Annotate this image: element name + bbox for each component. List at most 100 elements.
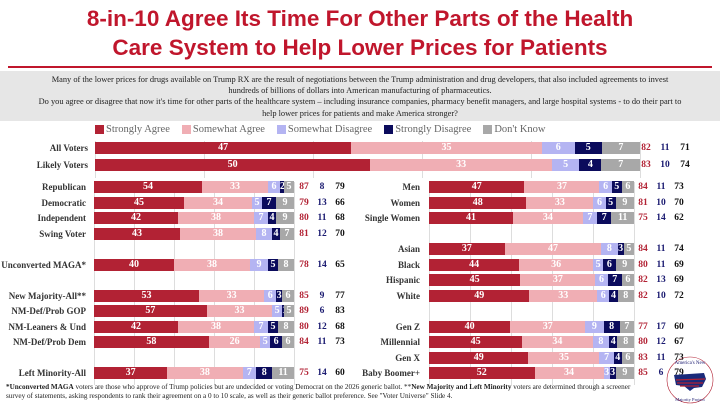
bar-segment-somewhat-agree: 33 (202, 181, 268, 193)
net-value: 80 (299, 213, 309, 223)
chart-row: Men 47 37 6 5 6 84 11 73 (0, 181, 720, 193)
legend-item: Don't Know (483, 124, 546, 135)
row-label: Hispanic (385, 275, 420, 285)
net-value: 85 (299, 290, 309, 301)
slide-title: 8-in-10 Agree Its Time For Other Parts o… (0, 4, 720, 62)
legend-swatch (181, 125, 191, 134)
net-value: 82 (638, 290, 648, 301)
bar-segment-somewhat-agree: 38 (174, 258, 250, 271)
gridline (294, 182, 295, 385)
legend-item: Somewhat Agree (181, 124, 265, 135)
net-value: 68 (335, 213, 345, 223)
bar-segment-don-t-know: 7 (601, 142, 640, 154)
net-value: 82 (638, 275, 648, 285)
title-line-2: Care System to Help Lower Prices for Pat… (112, 35, 608, 60)
bar-segment-don-t-know: 8 (617, 289, 634, 302)
chart-row: Single Women 41 34 7 7 11 75 14 62 (0, 212, 720, 224)
stacked-bar: 37 38 7 8 11 (94, 367, 294, 379)
net-value: 84 (299, 337, 309, 347)
net-value: 68 (335, 321, 345, 332)
bar-segment-strongly-agree: 42 (94, 212, 178, 224)
bar-segment-somewhat-disagree: 7 (254, 320, 268, 333)
chart-row: White 49 33 6 4 8 82 10 72 (0, 289, 720, 302)
chart-row: NM-Def/Prob Dem 58 26 5 6 6 84 11 73 (0, 336, 720, 348)
title-line-1: 8-in-10 Agree Its Time For Other Parts o… (86, 6, 634, 31)
net-value: 73 (674, 352, 684, 363)
net-value: 10 (656, 290, 666, 301)
stacked-bar: 49 33 6 4 8 (429, 289, 634, 302)
row-label: Republican (41, 182, 86, 192)
bar-segment-don-t-know: 7 (280, 227, 294, 240)
bar-segment-somewhat-disagree: 6 (541, 142, 575, 154)
row-label: NM-Leaners & Und (8, 321, 87, 332)
chart-row: Democratic 45 34 5 7 9 79 13 66 (0, 196, 720, 209)
net-value: 6 (319, 306, 325, 316)
footnote-term: New Majority and Left Minority (411, 383, 512, 391)
stacked-bar: 45 34 8 4 8 (429, 336, 634, 348)
bar-segment-somewhat-disagree: 8 (256, 227, 272, 240)
chart-row: NM-Leaners & Und 42 38 7 5 8 80 12 68 (0, 320, 720, 333)
net-value: 12 (656, 337, 666, 347)
bar-segment-strongly-agree: 50 (95, 159, 371, 171)
net-value: 84 (638, 182, 648, 192)
bar-segment-don-t-know: 11 (611, 212, 634, 224)
net-value: 12 (317, 228, 327, 239)
legend-swatch (276, 125, 286, 134)
bar-segment-somewhat-disagree: 7 (582, 212, 598, 224)
bar-segment-strongly-agree: 42 (94, 320, 178, 333)
stacked-bar: 5733515 (94, 305, 294, 317)
footnote-term: *Unconverted MAGA (6, 383, 74, 391)
question-line: hundreds of billions of dollars into Ame… (228, 86, 492, 96)
bar-segment-strongly-agree: 52 (429, 367, 535, 379)
net-value: 74 (674, 244, 684, 254)
row-label: Likely Voters (36, 160, 88, 170)
net-value: 80 (638, 337, 648, 347)
net-value: 85 (638, 368, 648, 378)
stacked-bar: 48 33 6 5 9 (429, 196, 634, 209)
net-value: 69 (674, 259, 684, 270)
net-value: 74 (680, 160, 690, 170)
bar-segment-somewhat-disagree: 7 (254, 212, 268, 224)
bar-segment-strongly-agree: 53 (94, 289, 199, 302)
stacked-bar: 45 34 5 7 9 (94, 196, 294, 209)
bar-segment-strongly-agree: 47 (429, 181, 525, 193)
bar-segment-somewhat-disagree: 6 (597, 289, 610, 302)
bar-segment-somewhat-agree: 37 (510, 320, 586, 333)
net-value: 72 (674, 290, 684, 301)
chart-row: Millennial 45 34 8 4 8 80 12 67 (0, 336, 720, 348)
stacked-bar: 45 37 6 7 6 (429, 274, 634, 286)
row-label: Swing Voter (39, 228, 86, 239)
bar-segment-somewhat-agree: 34 (184, 196, 252, 209)
net-value: 14 (317, 259, 327, 270)
bar-segment-strongly-disagree: 4 (613, 351, 622, 364)
stacked-bar: 42 38 7 4 9 (94, 212, 294, 224)
net-value: 79 (299, 197, 309, 208)
bar-segment-somewhat-disagree: 7 (242, 367, 257, 379)
net-value: 11 (317, 213, 327, 223)
stacked-bar: 40 37 9 8 7 (429, 320, 634, 333)
net-value: 78 (299, 259, 309, 270)
row-label: Democratic (41, 197, 86, 208)
bar-segment-somewhat-agree: 37 (520, 274, 596, 286)
bar-segment-somewhat-disagree: 5 (260, 336, 271, 348)
chart-row: Independent 42 38 7 4 9 80 11 68 (0, 212, 720, 224)
bar-segment-somewhat-agree: 35 (528, 351, 600, 364)
chart-row: Hispanic 45 37 6 7 6 82 13 69 (0, 274, 720, 286)
legend-swatch (483, 125, 493, 134)
net-value: 11 (656, 352, 666, 363)
net-value: 67 (674, 337, 684, 347)
bar-segment-don-t-know: 6 (621, 274, 634, 286)
row-label: Unconverted MAGA* (1, 259, 86, 270)
bar-segment-somewhat-agree: 34 (534, 367, 604, 379)
bar-segment-don-t-know: 5 (284, 181, 294, 193)
net-value: 10 (656, 197, 666, 208)
bar-segment-strongly-agree: 45 (429, 336, 523, 348)
bar-segment-don-t-know: 9 (615, 367, 634, 379)
net-value: 83 (335, 306, 345, 316)
net-value: 60 (674, 321, 684, 332)
net-value: 79 (674, 368, 684, 378)
chart-row: Women 48 33 6 5 9 81 10 70 (0, 196, 720, 209)
legend-item: Strongly Disagree (384, 124, 471, 135)
bar-segment-strongly-disagree: 2 (280, 181, 284, 193)
net-value: 70 (335, 228, 345, 239)
